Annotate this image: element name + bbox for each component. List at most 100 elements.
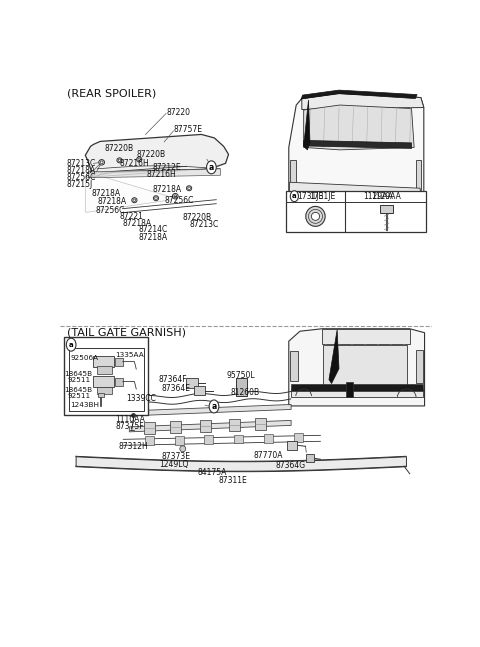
Polygon shape <box>329 330 339 384</box>
FancyBboxPatch shape <box>98 393 104 397</box>
FancyBboxPatch shape <box>64 336 148 415</box>
Circle shape <box>290 191 299 202</box>
Circle shape <box>209 400 219 413</box>
Text: a: a <box>211 402 216 411</box>
Text: 87220: 87220 <box>166 108 190 117</box>
Ellipse shape <box>118 159 121 162</box>
FancyBboxPatch shape <box>286 191 426 232</box>
Text: 1335AA: 1335AA <box>115 352 144 358</box>
Polygon shape <box>301 90 417 100</box>
Text: 87218A: 87218A <box>92 189 121 198</box>
Text: 87218A: 87218A <box>139 232 168 241</box>
Ellipse shape <box>138 158 141 160</box>
Text: 87256C: 87256C <box>67 173 96 182</box>
FancyBboxPatch shape <box>289 351 298 381</box>
Text: 87311E: 87311E <box>218 476 247 485</box>
Ellipse shape <box>117 158 122 163</box>
FancyBboxPatch shape <box>145 436 154 445</box>
FancyBboxPatch shape <box>170 421 181 433</box>
Text: 87256C: 87256C <box>165 195 194 204</box>
Text: 87218A: 87218A <box>152 185 181 193</box>
FancyBboxPatch shape <box>186 378 198 388</box>
Ellipse shape <box>188 187 191 190</box>
Text: a: a <box>69 342 73 347</box>
FancyBboxPatch shape <box>115 358 123 366</box>
Text: 87216H: 87216H <box>120 159 149 168</box>
Polygon shape <box>322 329 410 344</box>
Text: 87312H: 87312H <box>119 442 148 451</box>
Ellipse shape <box>306 206 325 226</box>
Circle shape <box>206 161 216 174</box>
Text: 1110AA: 1110AA <box>115 415 145 424</box>
Text: 1731JE: 1731JE <box>309 192 336 201</box>
Text: 87375F: 87375F <box>115 422 144 432</box>
FancyBboxPatch shape <box>287 441 297 450</box>
Text: 87364E: 87364E <box>161 384 190 393</box>
FancyBboxPatch shape <box>97 386 112 395</box>
Text: 1731JE: 1731JE <box>297 192 324 201</box>
Text: 87213C: 87213C <box>190 219 219 228</box>
FancyBboxPatch shape <box>193 386 205 395</box>
FancyBboxPatch shape <box>229 419 240 431</box>
FancyBboxPatch shape <box>93 376 114 387</box>
FancyBboxPatch shape <box>305 454 314 462</box>
FancyBboxPatch shape <box>380 205 393 213</box>
Text: 1249LQ: 1249LQ <box>160 460 189 469</box>
FancyBboxPatch shape <box>236 378 247 397</box>
Text: 87364G: 87364G <box>275 461 305 470</box>
FancyBboxPatch shape <box>290 389 423 397</box>
FancyBboxPatch shape <box>416 350 423 382</box>
Text: 18645B: 18645B <box>64 371 93 377</box>
Polygon shape <box>304 100 310 150</box>
Text: 87770A: 87770A <box>253 451 283 460</box>
Ellipse shape <box>312 212 320 221</box>
Text: 87212E: 87212E <box>152 163 181 172</box>
FancyBboxPatch shape <box>290 384 423 391</box>
Text: 87218A: 87218A <box>67 166 96 175</box>
Polygon shape <box>304 105 414 150</box>
Text: 87214C: 87214C <box>139 225 168 234</box>
Text: 84175A: 84175A <box>198 468 227 477</box>
Ellipse shape <box>180 446 186 452</box>
Text: 87373E: 87373E <box>161 452 190 461</box>
Polygon shape <box>302 94 424 109</box>
Text: 87364F: 87364F <box>158 375 187 384</box>
Ellipse shape <box>186 186 192 191</box>
Text: a: a <box>209 163 214 172</box>
Polygon shape <box>304 140 411 148</box>
Text: (TAIL GATE GARNISH): (TAIL GATE GARNISH) <box>67 328 186 338</box>
Text: 92506A: 92506A <box>71 355 98 360</box>
Polygon shape <box>289 329 424 406</box>
FancyBboxPatch shape <box>69 347 144 411</box>
Text: 1243BH: 1243BH <box>71 402 99 408</box>
FancyBboxPatch shape <box>204 435 213 444</box>
Polygon shape <box>85 135 228 177</box>
FancyBboxPatch shape <box>115 378 123 386</box>
Text: 18645B: 18645B <box>64 387 93 393</box>
Ellipse shape <box>99 160 105 165</box>
Ellipse shape <box>132 198 137 203</box>
Ellipse shape <box>155 197 157 199</box>
Text: 1339CC: 1339CC <box>126 395 156 404</box>
Text: 95750L: 95750L <box>227 371 255 380</box>
Text: 87213C: 87213C <box>67 159 96 168</box>
Polygon shape <box>289 182 421 202</box>
Text: (REAR SPOILER): (REAR SPOILER) <box>67 89 156 98</box>
Text: 87757E: 87757E <box>173 126 203 135</box>
Text: 87216H: 87216H <box>146 170 176 179</box>
Ellipse shape <box>133 199 136 201</box>
Text: 87221: 87221 <box>120 212 144 221</box>
FancyBboxPatch shape <box>346 382 353 397</box>
Text: 87220B: 87220B <box>105 144 134 153</box>
Text: 87215J: 87215J <box>67 180 93 189</box>
Text: 87218A: 87218A <box>97 197 126 206</box>
Polygon shape <box>85 172 172 212</box>
FancyBboxPatch shape <box>255 417 266 430</box>
Ellipse shape <box>137 157 142 162</box>
FancyBboxPatch shape <box>294 433 302 443</box>
Text: 1129AA: 1129AA <box>363 192 394 201</box>
Polygon shape <box>289 94 424 204</box>
FancyBboxPatch shape <box>144 422 155 434</box>
Ellipse shape <box>174 195 177 197</box>
FancyBboxPatch shape <box>93 356 114 367</box>
